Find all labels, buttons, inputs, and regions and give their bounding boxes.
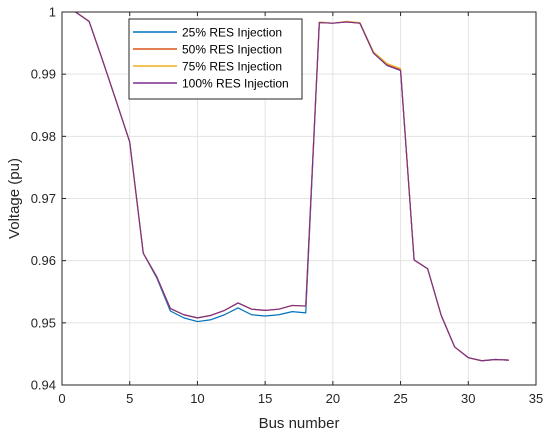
legend: 25% RES Injection 50% RES Injection 75% RE…	[128, 18, 303, 100]
y-tick-label: 0.99	[31, 67, 56, 82]
legend-label: 25% RES Injection	[182, 26, 282, 40]
x-tick-label: 0	[58, 391, 65, 406]
axis-ticks: 0 5 10 15 20 25 30 35 0.94 0.95 0.96 0.97 0.98 0.99 1	[31, 5, 544, 407]
x-tick-label: 20	[326, 391, 340, 406]
x-tick-label: 10	[190, 391, 204, 406]
legend-label: 100% RES Injection	[182, 77, 289, 91]
y-tick-label: 0.98	[31, 129, 56, 144]
y-tick-label: 0.96	[31, 253, 56, 268]
legend-label: 50% RES Injection	[182, 43, 282, 57]
x-tick-label: 30	[461, 391, 475, 406]
y-tick-label: 0.94	[31, 378, 56, 393]
x-tick-label: 25	[393, 391, 407, 406]
x-tick-label: 15	[258, 391, 272, 406]
y-tick-label: 0.95	[31, 315, 56, 330]
y-tick-label: 1	[49, 5, 56, 20]
y-tick-label: 0.97	[31, 191, 56, 206]
legend-label: 75% RES Injection	[182, 60, 282, 74]
x-axis-label: Bus number	[259, 415, 340, 432]
y-axis-label: Voltage (pu)	[6, 158, 23, 239]
series-line-4	[75, 11, 509, 362]
series-lines	[75, 11, 509, 362]
x-tick-label: 5	[126, 391, 133, 406]
x-tick-label: 35	[529, 391, 543, 406]
